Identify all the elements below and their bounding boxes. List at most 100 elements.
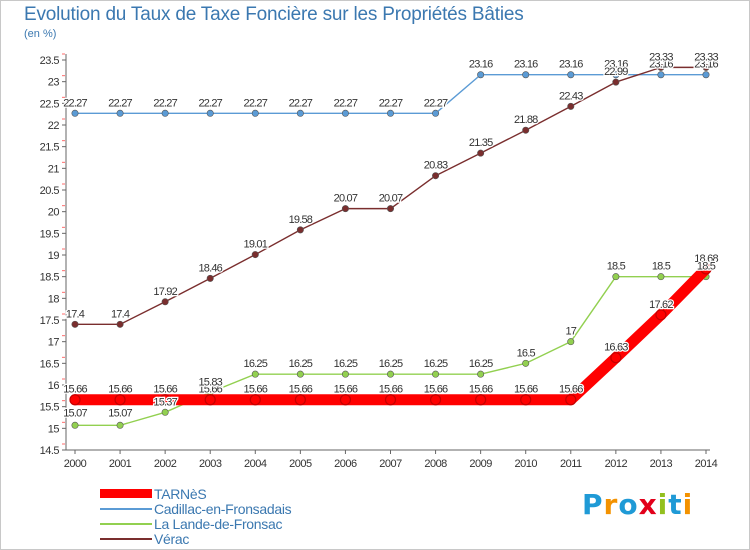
y-tick-label: 21 — [48, 163, 60, 175]
y-tick-label: 15.5 — [40, 402, 60, 414]
data-point — [69, 394, 81, 406]
data-label: 19.01 — [244, 239, 268, 251]
data-label: 23.16 — [604, 59, 628, 71]
data-label: 18.5 — [697, 261, 716, 273]
data-label: 20.83 — [424, 160, 448, 172]
data-point — [429, 394, 442, 406]
data-label: 22.27 — [63, 97, 87, 109]
data-label: 22.27 — [153, 97, 177, 109]
data-point — [655, 309, 667, 321]
x-tick-label: 2004 — [244, 458, 267, 470]
logo-letter: r — [603, 488, 619, 521]
data-label: 15.66 — [244, 384, 268, 396]
x-tick-label: 2001 — [109, 458, 132, 470]
data-label: 16.25 — [289, 358, 313, 370]
legend-item: TARNèS — [100, 485, 291, 502]
data-label: 15.66 — [198, 384, 222, 396]
legend-label: Cadillac-en-Fronsadais — [154, 500, 292, 517]
data-point — [249, 394, 261, 406]
data-label: 23.16 — [514, 59, 538, 71]
data-point — [294, 394, 306, 406]
data-label: 20.07 — [379, 193, 403, 205]
data-point — [161, 109, 169, 117]
data-point — [251, 251, 259, 259]
data-point — [296, 109, 304, 117]
data-point — [341, 205, 349, 213]
data-point — [296, 226, 304, 234]
y-tick-label: 14.5 — [40, 445, 60, 457]
legend-item: Vérac — [100, 530, 291, 547]
data-point — [567, 71, 575, 79]
data-point — [522, 126, 530, 134]
data-point — [116, 109, 124, 117]
y-tick-label: 17 — [48, 337, 60, 349]
data-point — [386, 109, 394, 117]
data-point — [610, 352, 622, 364]
x-tick-label: 2011 — [560, 458, 582, 470]
data-point — [116, 320, 124, 328]
data-label: 23.16 — [694, 59, 718, 71]
data-point — [341, 109, 349, 117]
data-label: 22.27 — [198, 97, 222, 109]
data-point — [612, 71, 620, 79]
data-label: 22.27 — [108, 97, 132, 109]
x-tick-label: 2003 — [199, 458, 222, 470]
data-label: 22.27 — [379, 97, 403, 109]
data-point — [522, 71, 530, 79]
data-label: 16.25 — [379, 358, 403, 370]
y-tick-label: 16.5 — [40, 358, 60, 370]
legend-label: Vérac — [154, 530, 190, 547]
legend-item: Cadillac-en-Fronsadais — [100, 500, 292, 517]
data-point — [565, 394, 577, 406]
data-label: 15.66 — [334, 384, 358, 396]
data-label: 22.27 — [334, 97, 358, 109]
data-label: 22.43 — [559, 90, 583, 102]
data-point — [702, 63, 710, 71]
data-point — [477, 149, 485, 157]
data-label: 15.66 — [108, 384, 132, 396]
data-label: 15.66 — [514, 384, 538, 396]
logo-letter: i — [682, 488, 694, 521]
data-label: 22.27 — [244, 97, 268, 109]
data-label: 18.68 — [694, 253, 718, 265]
x-tick-label: 2014 — [695, 458, 718, 470]
data-label: 15.66 — [153, 384, 177, 396]
y-tick-label: 20.5 — [40, 185, 60, 197]
data-point — [116, 421, 124, 429]
legend-swatch — [100, 507, 152, 510]
legend-swatch — [100, 489, 152, 498]
data-point — [522, 359, 530, 367]
data-point — [657, 273, 665, 281]
data-point — [71, 320, 79, 328]
data-label: 15.66 — [63, 384, 87, 396]
data-point — [612, 273, 620, 281]
legend-swatch — [100, 537, 152, 540]
y-tick-label: 22.5 — [40, 98, 60, 110]
data-point — [520, 394, 532, 406]
data-label: 23.16 — [559, 59, 583, 71]
data-point — [206, 274, 214, 282]
data-label: 23.33 — [649, 51, 673, 63]
legend-swatch — [100, 522, 152, 525]
y-tick-label: 16 — [48, 380, 60, 392]
data-label: 17.4 — [66, 308, 85, 320]
data-point — [161, 298, 169, 306]
unit-label: (en %) — [24, 28, 57, 40]
data-label: 17.92 — [153, 286, 177, 298]
data-point — [341, 370, 349, 378]
data-label: 17.62 — [649, 299, 673, 311]
data-label: 15.66 — [424, 384, 448, 396]
data-point — [657, 71, 665, 79]
data-point — [71, 421, 79, 429]
data-label: 15.66 — [469, 384, 493, 396]
logo-letter: x — [638, 488, 658, 521]
data-point — [206, 109, 214, 117]
data-point — [700, 263, 712, 275]
data-label: 15.07 — [63, 407, 87, 419]
legend-label: TARNèS — [154, 485, 207, 502]
y-tick-label: 18 — [48, 293, 60, 305]
chart-title: Evolution du Taux de Taxe Foncière sur l… — [24, 4, 524, 25]
data-point — [161, 408, 169, 416]
data-label: 23.33 — [694, 51, 718, 63]
